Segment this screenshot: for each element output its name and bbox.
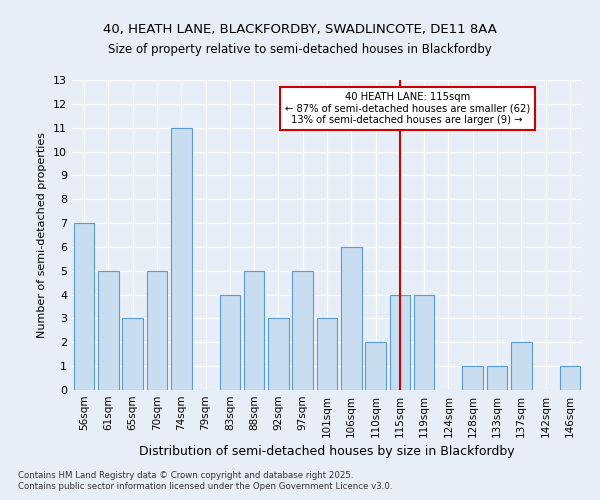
Text: Contains public sector information licensed under the Open Government Licence v3: Contains public sector information licen… [18,482,392,491]
Bar [171,128,191,390]
Bar [146,271,167,390]
Bar [292,271,313,390]
Bar [244,271,265,390]
Bar [365,342,386,390]
Bar [341,247,362,390]
Bar [560,366,580,390]
Bar [268,318,289,390]
Bar [487,366,508,390]
Text: 40 HEATH LANE: 115sqm
← 87% of semi-detached houses are smaller (62)
13% of semi: 40 HEATH LANE: 115sqm ← 87% of semi-deta… [284,92,530,125]
Bar [414,294,434,390]
X-axis label: Distribution of semi-detached houses by size in Blackfordby: Distribution of semi-detached houses by … [139,446,515,458]
Bar [463,366,483,390]
Bar [74,223,94,390]
Bar [511,342,532,390]
Bar [98,271,119,390]
Text: Size of property relative to semi-detached houses in Blackfordby: Size of property relative to semi-detach… [108,42,492,56]
Bar [389,294,410,390]
Text: Contains HM Land Registry data © Crown copyright and database right 2025.: Contains HM Land Registry data © Crown c… [18,470,353,480]
Y-axis label: Number of semi-detached properties: Number of semi-detached properties [37,132,47,338]
Bar [317,318,337,390]
Bar [122,318,143,390]
Text: 40, HEATH LANE, BLACKFORDBY, SWADLINCOTE, DE11 8AA: 40, HEATH LANE, BLACKFORDBY, SWADLINCOTE… [103,22,497,36]
Bar [220,294,240,390]
